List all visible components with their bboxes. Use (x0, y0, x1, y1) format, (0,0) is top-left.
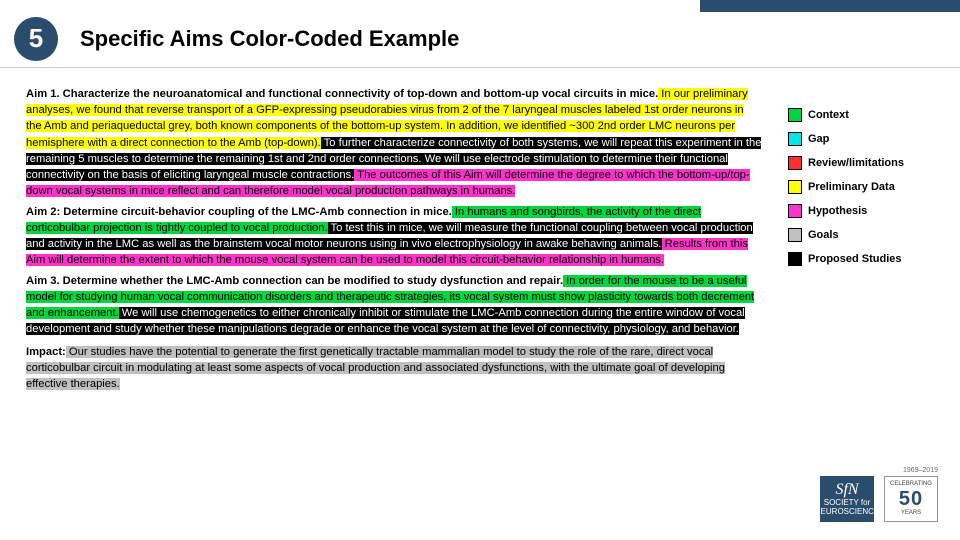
fifty-bot: YEARS (901, 510, 921, 517)
color-legend: Context Gap Review/limitations Prelimina… (788, 108, 904, 276)
aims-text-block: Aim 1. Characterize the neuroanatomical … (26, 86, 762, 396)
legend-label: Review/limitations (808, 157, 904, 169)
legend-item-hypothesis: Hypothesis (788, 204, 904, 218)
slide-number-badge: 5 (14, 17, 58, 61)
aim-2-heading: Aim 2: Determine circuit-behavior coupli… (26, 206, 452, 218)
legend-item-proposed: Proposed Studies (788, 252, 904, 266)
impact: Impact: Our studies have the potential t… (26, 344, 762, 393)
legend-label: Hypothesis (808, 205, 867, 217)
slide-title: Specific Aims Color-Coded Example (80, 26, 459, 52)
swatch-context (788, 108, 802, 122)
impact-goals: Our studies have the potential to genera… (26, 346, 725, 390)
aim-2: Aim 2: Determine circuit-behavior coupli… (26, 204, 762, 269)
legend-label: Goals (808, 229, 839, 241)
legend-label: Gap (808, 133, 829, 145)
legend-item-review: Review/limitations (788, 156, 904, 170)
footer-years: 1969–2019 (820, 467, 938, 474)
legend-item-gap: Gap (788, 132, 904, 146)
slide-header: 5 Specific Aims Color-Coded Example (0, 18, 960, 68)
sfn-logo: SfN SOCIETY for NEUROSCIENCE (820, 476, 874, 522)
swatch-proposed (788, 252, 802, 266)
legend-item-goals: Goals (788, 228, 904, 242)
legend-item-prelim: Preliminary Data (788, 180, 904, 194)
fifty-top: CELEBRATING (890, 481, 932, 488)
legend-label: Context (808, 109, 849, 121)
legend-item-context: Context (788, 108, 904, 122)
anniversary-logo: CELEBRATING 50 YEARS (884, 476, 938, 522)
fifty-num: 50 (899, 488, 923, 510)
sfn-line2: NEUROSCIENCE (815, 508, 879, 517)
swatch-prelim (788, 180, 802, 194)
legend-label: Proposed Studies (808, 253, 902, 265)
sfn-abbrev: SfN (835, 481, 858, 499)
aim-3-heading: Aim 3. Determine whether the LMC-Amb con… (26, 275, 563, 287)
swatch-gap (788, 132, 802, 146)
aim-3-proposed: We will use chemogenetics to either chro… (26, 307, 745, 335)
swatch-hypothesis (788, 204, 802, 218)
aim-1-heading: Aim 1. Characterize the neuroanatomical … (26, 88, 658, 100)
swatch-review (788, 156, 802, 170)
impact-heading: Impact: (26, 346, 66, 358)
aim-1: Aim 1. Characterize the neuroanatomical … (26, 86, 762, 200)
swatch-goals (788, 228, 802, 242)
top-accent-bar (700, 0, 960, 12)
aim-3: Aim 3. Determine whether the LMC-Amb con… (26, 273, 762, 338)
footer-logos: 1969–2019 SfN SOCIETY for NEUROSCIENCE C… (820, 467, 938, 522)
legend-label: Preliminary Data (808, 181, 895, 193)
